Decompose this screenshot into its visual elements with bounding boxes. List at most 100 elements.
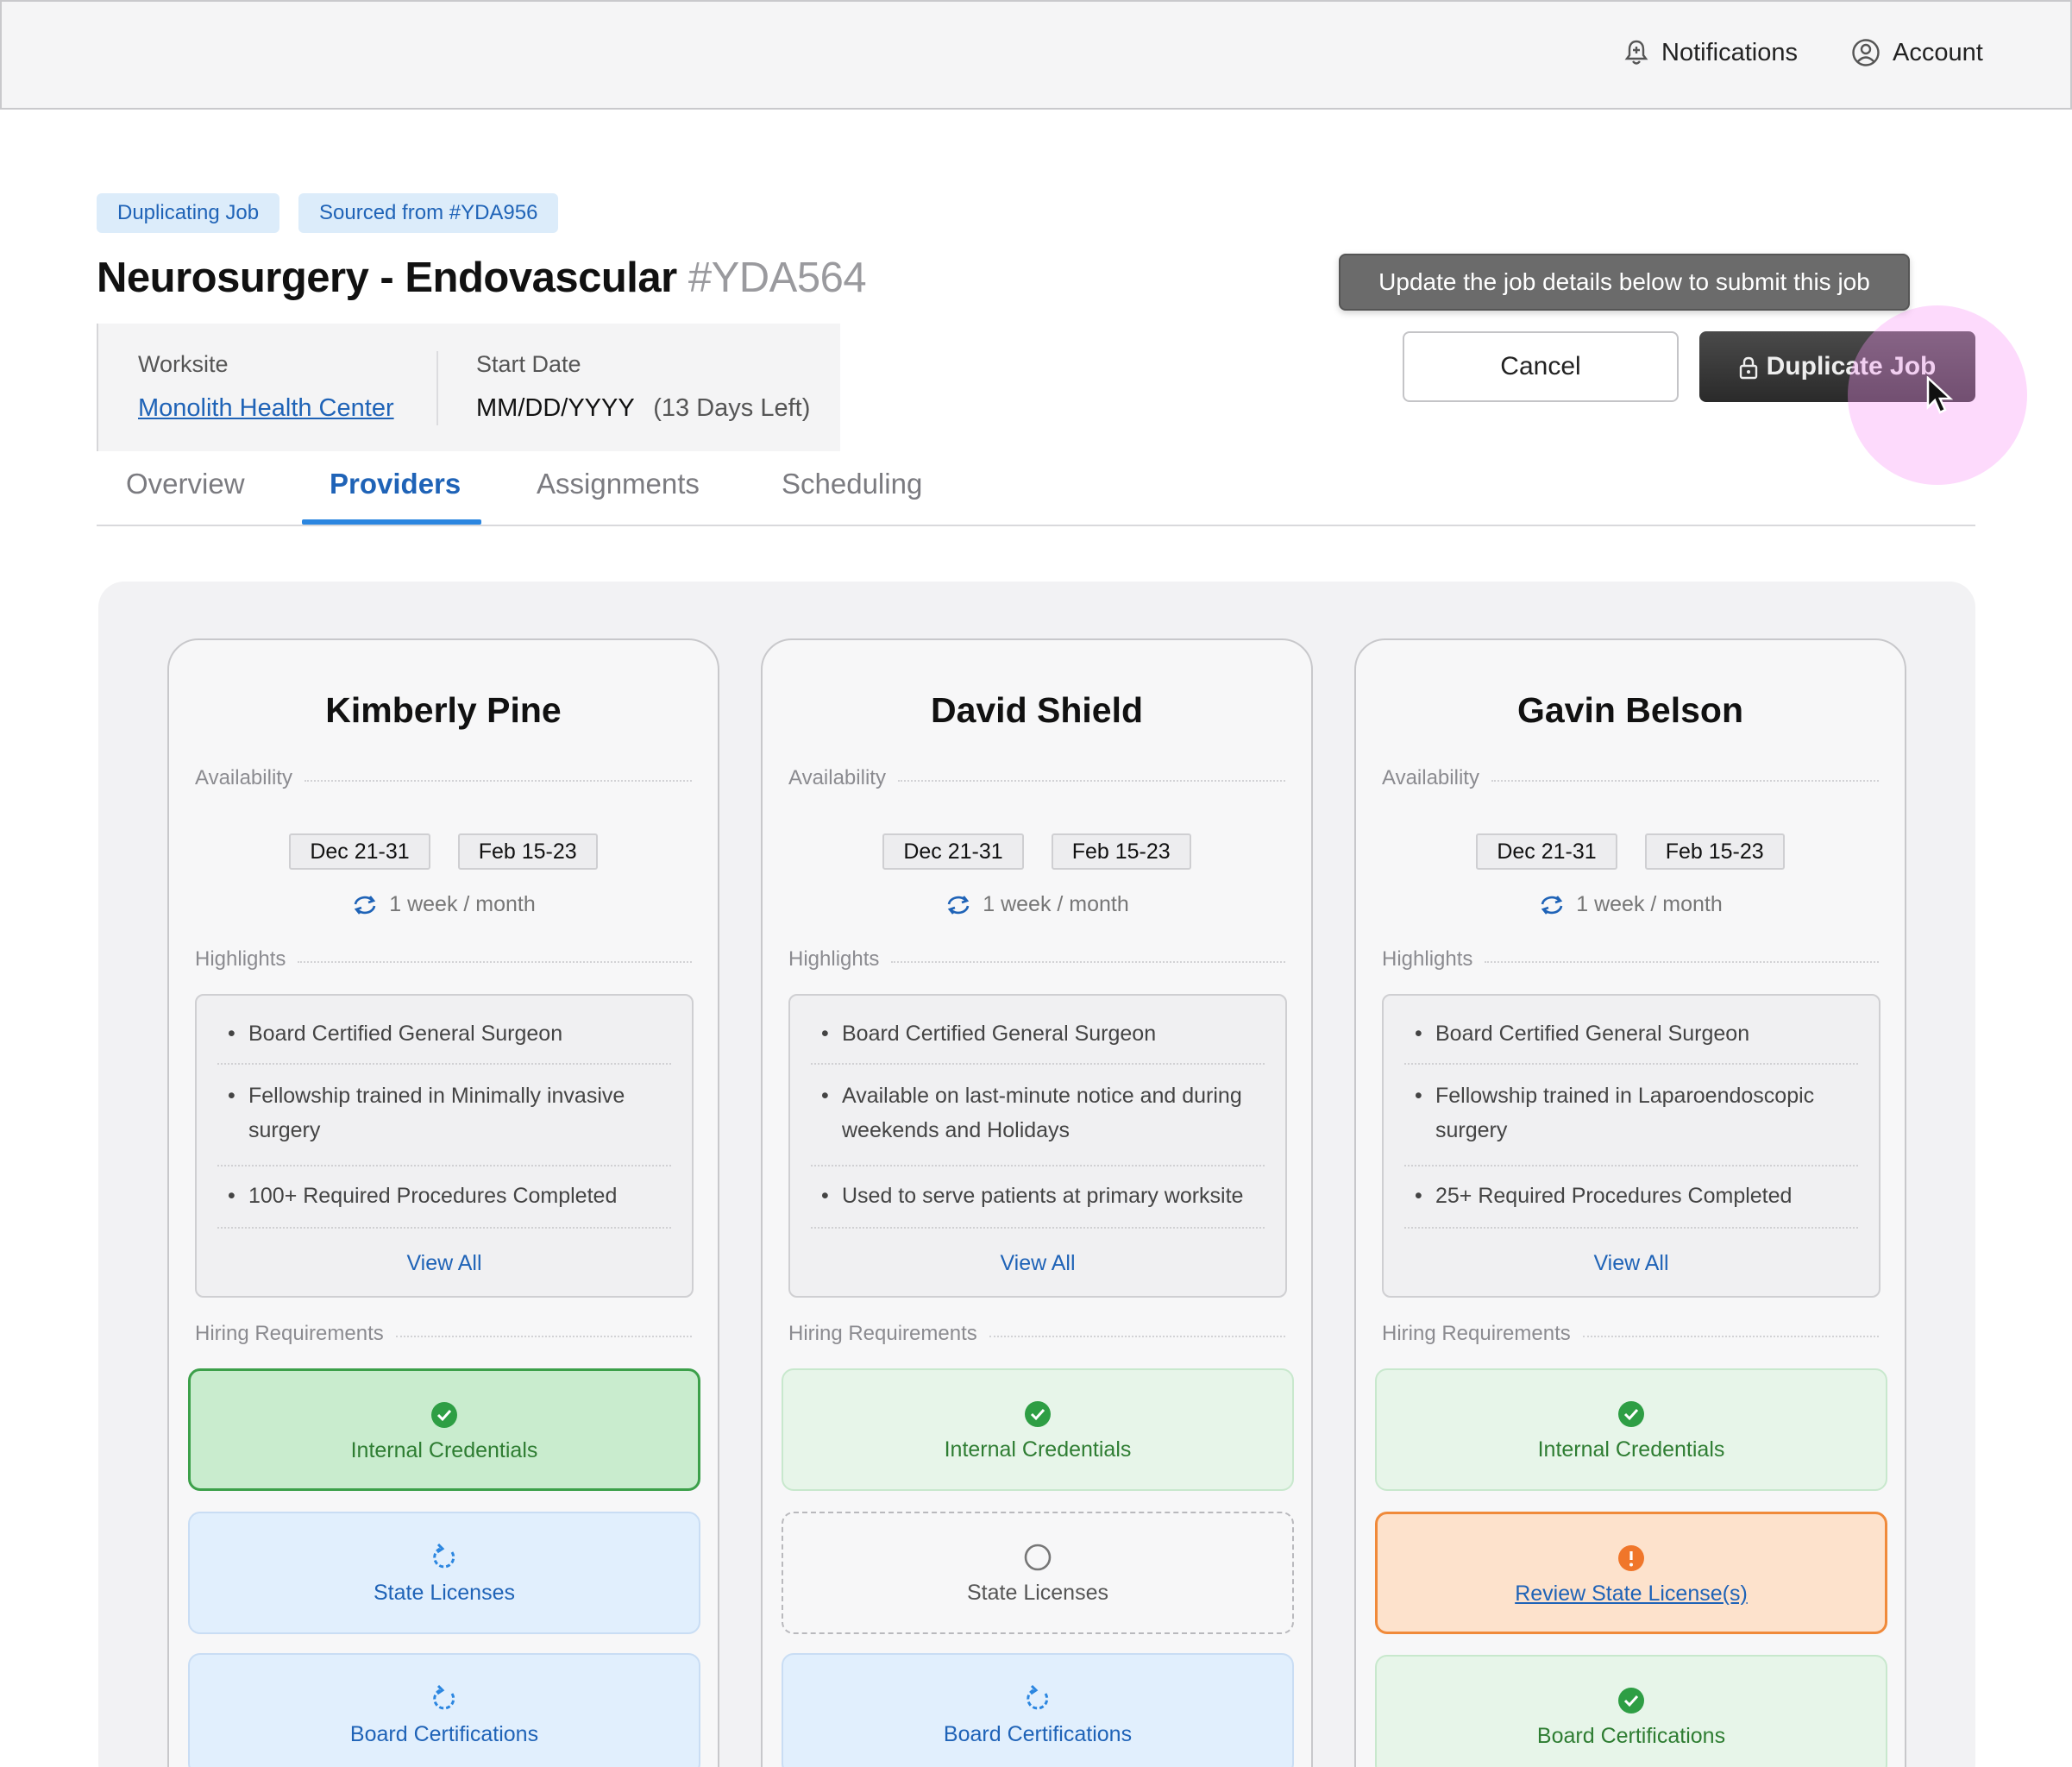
highlight-item: Board Certified General Surgeon bbox=[217, 1016, 671, 1065]
availability-heading: Availability bbox=[195, 766, 692, 790]
view-all-link[interactable]: View All bbox=[1593, 1251, 1669, 1275]
provider-name: Gavin Belson bbox=[1516, 690, 1743, 730]
requirement-board-certifications[interactable]: Board Certifications bbox=[782, 1653, 1294, 1767]
provider-card-kimberly-pine[interactable]: Kimberly Pine Availability Dec 21-31 Feb… bbox=[167, 638, 719, 1767]
requirement-label: Board Certifications bbox=[1536, 1724, 1726, 1748]
notifications-label: Notifications bbox=[1661, 38, 1798, 66]
sourced-from-chip: Sourced from #YDA956 bbox=[298, 193, 559, 233]
check-circle-icon bbox=[1618, 1688, 1644, 1714]
highlight-item: Used to serve patients at primary worksi… bbox=[811, 1179, 1265, 1229]
highlight-item: Fellowship trained in Laparoendoscopic s… bbox=[1404, 1078, 1858, 1166]
job-title: Neurosurgery - Endovascular bbox=[97, 255, 677, 301]
highlight-item: 100+ Required Procedures Completed bbox=[217, 1179, 671, 1229]
requirement-state-licenses[interactable]: State Licenses bbox=[782, 1512, 1294, 1634]
frequency: 1 week / month bbox=[1356, 892, 1905, 917]
refresh-icon bbox=[1027, 1684, 1049, 1710]
bell-icon bbox=[1624, 40, 1648, 65]
requirement-state-licenses[interactable]: State Licenses bbox=[188, 1512, 700, 1634]
user-circle-icon bbox=[1852, 39, 1880, 66]
date-chip: Dec 21-31 bbox=[882, 833, 1024, 870]
requirement-internal-credentials[interactable]: Internal Credentials bbox=[1375, 1368, 1887, 1491]
requirement-label: Review State License(s) bbox=[1515, 1581, 1748, 1606]
provider-name: Kimberly Pine bbox=[325, 690, 562, 730]
duplicate-job-button[interactable]: Duplicate Job bbox=[1699, 331, 1975, 402]
refresh-icon bbox=[433, 1543, 455, 1569]
alert-circle-icon bbox=[1618, 1545, 1644, 1571]
empty-circle-icon bbox=[1024, 1544, 1052, 1571]
requirement-label: State Licenses bbox=[967, 1581, 1108, 1605]
tab-providers[interactable]: Providers bbox=[330, 468, 461, 500]
start-date-value: MM/DD/YYYY (13 Days Left) bbox=[476, 394, 810, 423]
requirement-review-state-licenses[interactable]: Review State License(s) bbox=[1375, 1512, 1887, 1634]
highlight-item: Board Certified General Surgeon bbox=[811, 1016, 1265, 1065]
requirement-label: State Licenses bbox=[374, 1581, 515, 1605]
provider-name: David Shield bbox=[930, 690, 1144, 730]
highlight-item: Available on last-minute notice and duri… bbox=[811, 1078, 1265, 1166]
requirement-label: Board Certifications bbox=[943, 1722, 1133, 1746]
highlights-box: Board Certified General Surgeon Availabl… bbox=[788, 994, 1287, 1298]
highlights-heading: Highlights bbox=[788, 947, 1285, 972]
highlights-heading: Highlights bbox=[195, 947, 692, 972]
page-title: Neurosurgery - Endovascular #YDA564 bbox=[97, 254, 867, 302]
date-chip: Feb 15-23 bbox=[1644, 833, 1785, 870]
date-chip: Dec 21-31 bbox=[1476, 833, 1617, 870]
availability-dates: Dec 21-31 Feb 15-23 bbox=[1356, 833, 1905, 870]
availability-heading: Availability bbox=[788, 766, 1285, 790]
days-left-text: (13 Days Left) bbox=[653, 394, 811, 422]
highlight-item: Fellowship trained in Minimally invasive… bbox=[217, 1078, 671, 1166]
job-tabs: Overview Providers Assignments Schedulin… bbox=[97, 454, 1975, 526]
availability-heading: Availability bbox=[1382, 766, 1879, 790]
repeat-icon bbox=[947, 895, 970, 915]
requirement-label: Board Certifications bbox=[349, 1722, 539, 1746]
availability-dates: Dec 21-31 Feb 15-23 bbox=[169, 833, 718, 870]
highlights-box: Board Certified General Surgeon Fellowsh… bbox=[1382, 994, 1880, 1298]
repeat-icon bbox=[354, 895, 376, 915]
duplicating-job-chip: Duplicating Job bbox=[97, 193, 280, 233]
date-chip: Dec 21-31 bbox=[289, 833, 430, 870]
job-id: #YDA564 bbox=[688, 255, 867, 301]
highlights-heading: Highlights bbox=[1382, 947, 1879, 972]
frequency-text: 1 week / month bbox=[983, 892, 1129, 916]
requirement-internal-credentials[interactable]: Internal Credentials bbox=[188, 1368, 700, 1491]
active-tab-indicator bbox=[302, 519, 481, 525]
lock-icon bbox=[1739, 356, 1757, 380]
frequency-text: 1 week / month bbox=[389, 892, 536, 916]
worksite-link[interactable]: Monolith Health Center bbox=[138, 394, 394, 422]
requirement-board-certifications[interactable]: Board Certifications bbox=[188, 1653, 700, 1767]
top-bar: Notifications Account bbox=[0, 0, 2072, 110]
date-chip: Feb 15-23 bbox=[457, 833, 598, 870]
requirement-label: Internal Credentials bbox=[944, 1437, 1132, 1462]
check-circle-icon bbox=[1618, 1401, 1644, 1427]
account-link[interactable]: Account bbox=[1851, 38, 1983, 67]
worksite-label: Worksite bbox=[138, 351, 229, 377]
tab-scheduling[interactable]: Scheduling bbox=[782, 468, 923, 500]
date-chip: Feb 15-23 bbox=[1051, 833, 1191, 870]
view-all-link[interactable]: View All bbox=[1000, 1251, 1076, 1275]
start-date-label: Start Date bbox=[476, 351, 581, 377]
info-divider bbox=[436, 351, 438, 425]
check-circle-icon bbox=[1025, 1401, 1051, 1427]
requirement-label: Internal Credentials bbox=[1537, 1437, 1725, 1462]
highlights-box: Board Certified General Surgeon Fellowsh… bbox=[195, 994, 694, 1298]
requirement-board-certifications[interactable]: Board Certifications bbox=[1375, 1655, 1887, 1767]
repeat-icon bbox=[1541, 895, 1563, 915]
highlight-item: 25+ Required Procedures Completed bbox=[1404, 1179, 1858, 1229]
refresh-icon bbox=[433, 1684, 455, 1710]
hiring-requirements-heading: Hiring Requirements bbox=[788, 1322, 1285, 1346]
frequency-text: 1 week / month bbox=[1576, 892, 1723, 916]
tab-overview[interactable]: Overview bbox=[126, 468, 245, 500]
view-all-link[interactable]: View All bbox=[406, 1251, 482, 1275]
provider-card-david-shield[interactable]: David Shield Availability Dec 21-31 Feb … bbox=[761, 638, 1313, 1767]
account-label: Account bbox=[1893, 38, 1983, 66]
frequency: 1 week / month bbox=[763, 892, 1311, 917]
hiring-requirements-heading: Hiring Requirements bbox=[195, 1322, 692, 1346]
cancel-button[interactable]: Cancel bbox=[1403, 331, 1679, 402]
duplicate-job-label: Duplicate Job bbox=[1766, 352, 1937, 380]
start-date-text: MM/DD/YYYY bbox=[476, 394, 635, 422]
frequency: 1 week / month bbox=[169, 892, 718, 917]
notifications-link[interactable]: Notifications bbox=[1623, 38, 1798, 67]
tab-assignments[interactable]: Assignments bbox=[537, 468, 700, 500]
submit-tooltip: Update the job details below to submit t… bbox=[1339, 254, 1910, 311]
requirement-internal-credentials[interactable]: Internal Credentials bbox=[782, 1368, 1294, 1491]
provider-card-gavin-belson[interactable]: Gavin Belson Availability Dec 21-31 Feb … bbox=[1354, 638, 1906, 1767]
